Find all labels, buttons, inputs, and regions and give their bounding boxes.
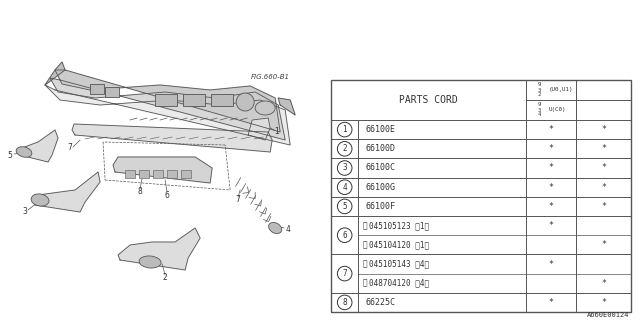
Circle shape (236, 93, 254, 111)
Bar (139, 170, 149, 178)
Text: 5: 5 (342, 202, 347, 211)
Polygon shape (45, 85, 290, 145)
Ellipse shape (31, 194, 49, 206)
Text: PARTS CORD: PARTS CORD (399, 95, 458, 105)
Text: *: * (601, 125, 606, 134)
Text: 045105143 （4）: 045105143 （4） (369, 260, 429, 268)
Text: *: * (601, 183, 606, 192)
Text: 66100G: 66100G (365, 183, 395, 192)
Text: *: * (548, 144, 554, 153)
Bar (181, 170, 191, 178)
Text: A660E00124: A660E00124 (586, 312, 629, 318)
Bar (90, 84, 104, 94)
Bar (105, 87, 119, 97)
Text: *: * (548, 260, 554, 268)
Text: 66100E: 66100E (365, 125, 395, 134)
Text: *: * (601, 240, 606, 249)
Text: (U0,U1): (U0,U1) (549, 87, 573, 92)
Text: *: * (601, 279, 606, 288)
Text: 6: 6 (342, 231, 347, 240)
Text: 045105123 （1）: 045105123 （1） (369, 221, 429, 230)
Polygon shape (72, 124, 272, 152)
Ellipse shape (139, 256, 161, 268)
Text: 9
3
2: 9 3 2 (538, 83, 541, 98)
Text: 1: 1 (274, 127, 279, 137)
Text: *: * (548, 298, 554, 307)
Text: 6: 6 (164, 190, 170, 199)
Text: 66100C: 66100C (365, 164, 395, 172)
Text: 2: 2 (163, 274, 168, 283)
Text: Ⓢ: Ⓢ (363, 221, 367, 230)
Text: Ⓢ: Ⓢ (363, 279, 367, 288)
Text: *: * (548, 125, 554, 134)
Text: 1: 1 (342, 125, 347, 134)
Polygon shape (45, 62, 65, 85)
Bar (125, 170, 135, 178)
Text: U(C0): U(C0) (549, 108, 566, 113)
Polygon shape (35, 172, 100, 212)
Text: 8: 8 (138, 188, 143, 196)
Text: 4: 4 (342, 183, 347, 192)
Text: *: * (601, 298, 606, 307)
Polygon shape (118, 228, 200, 270)
Bar (183, 94, 205, 106)
Text: 7: 7 (342, 269, 347, 278)
Text: 66100F: 66100F (365, 202, 395, 211)
Text: 66225C: 66225C (365, 298, 395, 307)
Polygon shape (55, 70, 280, 132)
Bar (167, 170, 177, 178)
Text: 7: 7 (236, 196, 241, 204)
Text: *: * (601, 202, 606, 211)
Text: 8: 8 (342, 298, 347, 307)
Text: 3: 3 (342, 164, 347, 172)
Text: 7: 7 (68, 143, 72, 153)
Text: *: * (601, 144, 606, 153)
Polygon shape (248, 118, 270, 140)
Text: *: * (548, 202, 554, 211)
Text: Ⓢ: Ⓢ (363, 240, 367, 249)
Text: 9
3
4: 9 3 4 (538, 102, 541, 117)
Polygon shape (50, 78, 285, 140)
Polygon shape (20, 130, 58, 162)
Polygon shape (278, 98, 295, 115)
Text: *: * (548, 183, 554, 192)
Polygon shape (113, 157, 212, 183)
Ellipse shape (269, 222, 282, 234)
Text: 66100D: 66100D (365, 144, 395, 153)
Bar (155, 94, 177, 106)
Bar (153, 170, 163, 178)
Ellipse shape (255, 101, 275, 115)
Text: *: * (601, 164, 606, 172)
Text: 5: 5 (8, 150, 12, 159)
Bar (331, 80, 631, 312)
Text: 4: 4 (285, 226, 290, 235)
Text: Ⓢ: Ⓢ (363, 260, 367, 268)
Text: 048704120 （4）: 048704120 （4） (369, 279, 429, 288)
Text: FIG.660-B1: FIG.660-B1 (251, 74, 290, 80)
Text: 2: 2 (342, 144, 347, 153)
Text: *: * (548, 164, 554, 172)
Bar (211, 94, 233, 106)
Ellipse shape (16, 147, 32, 157)
Text: 3: 3 (22, 207, 28, 217)
Text: *: * (548, 221, 554, 230)
Text: 045104120 （1）: 045104120 （1） (369, 240, 429, 249)
